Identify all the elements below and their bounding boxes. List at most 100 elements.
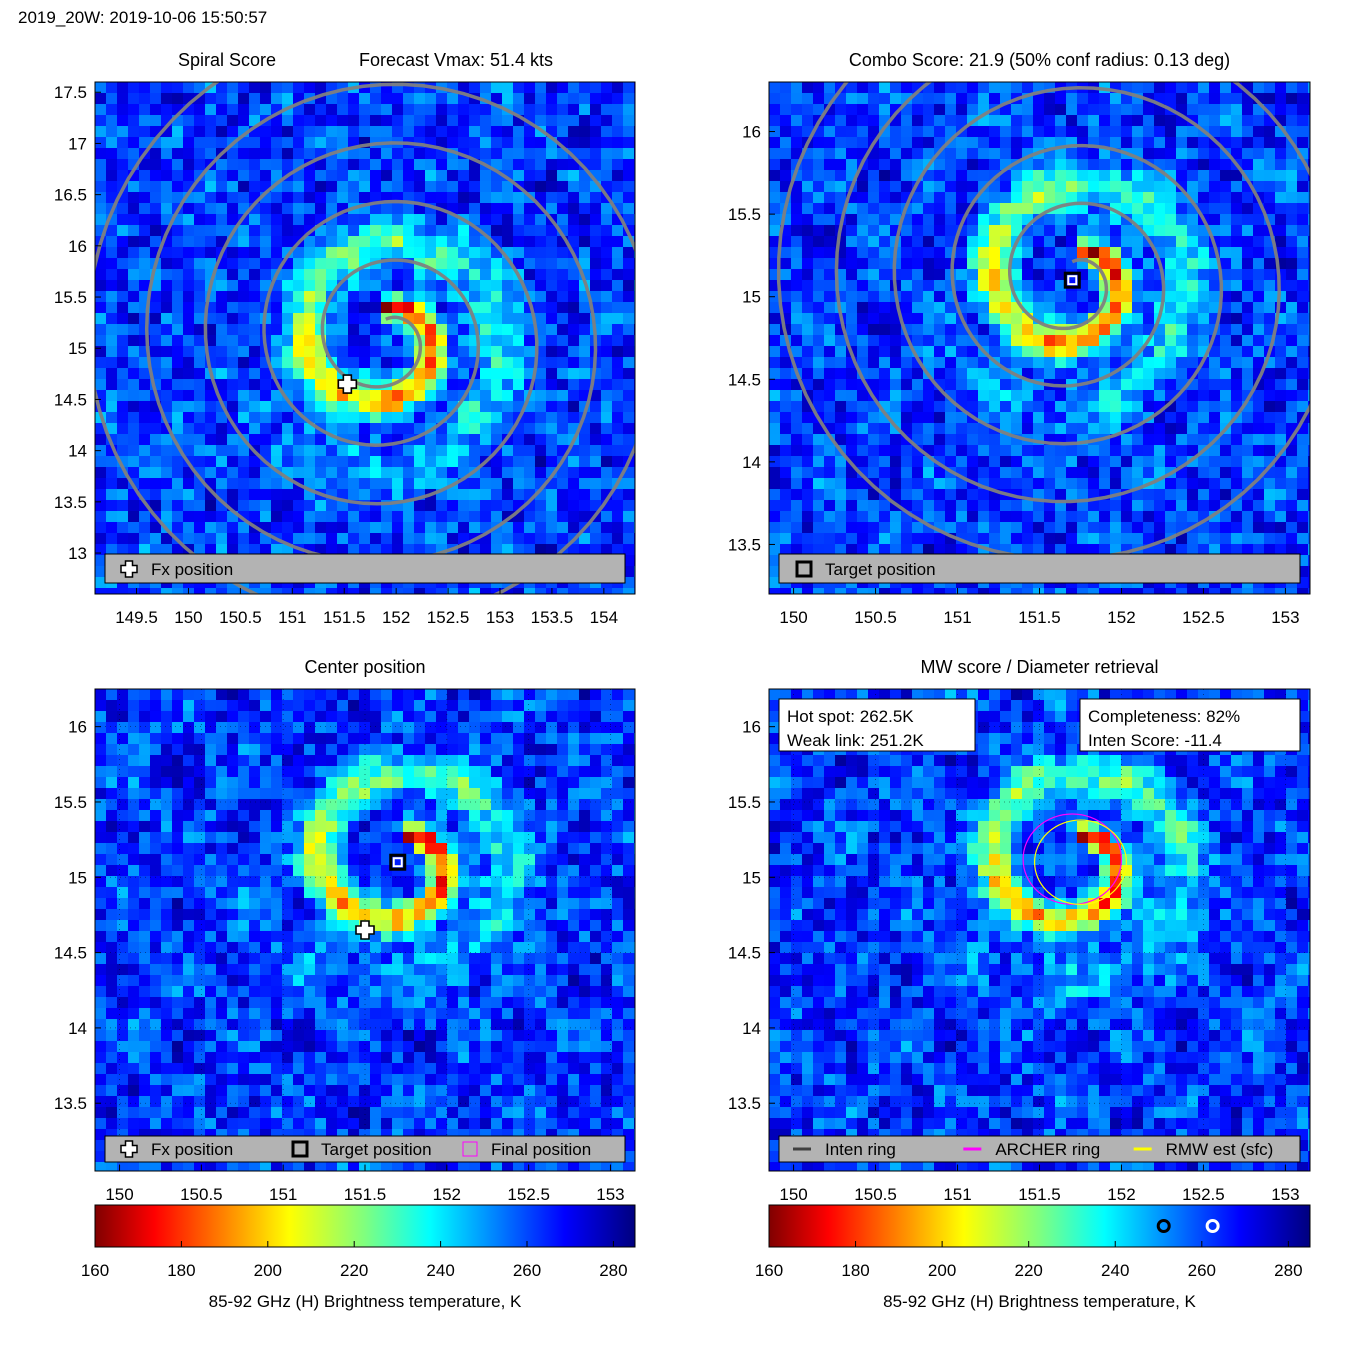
y-tick-label: 16 xyxy=(742,123,761,142)
y-tick-label: 16 xyxy=(742,718,761,737)
info-text: Weak link: 251.2K xyxy=(787,731,924,750)
colorbar-tick-label: 260 xyxy=(1188,1261,1216,1280)
y-tick-label: 16 xyxy=(68,718,87,737)
figure-header: 2019_20W: 2019-10-06 15:50:57 xyxy=(18,8,268,27)
legend-label: Inten ring xyxy=(825,1140,896,1159)
colorbar-marker xyxy=(1156,1219,1171,1233)
x-tick-label: 150.5 xyxy=(180,1185,223,1204)
legend: Fx position xyxy=(104,553,626,584)
x-tick-label: 151.5 xyxy=(344,1185,387,1204)
legend-label: Target position xyxy=(825,560,936,579)
x-tick-label: 151 xyxy=(278,608,306,627)
x-tick-label: 150.5 xyxy=(854,608,897,627)
colorbar-tick-label: 160 xyxy=(755,1261,783,1280)
chart-panel-4: Inten ring ARCHER ring RMW est (sfc) Hot sp… xyxy=(728,657,1311,1204)
legend-label: Fx position xyxy=(151,1140,233,1159)
chart-title: Combo Score: 21.9 (50% conf radius: 0.13… xyxy=(849,50,1230,70)
legend-square-icon xyxy=(291,1140,309,1158)
y-tick-label: 15.5 xyxy=(728,205,761,224)
colorbar-gradient xyxy=(768,1204,1311,1248)
grid xyxy=(769,689,1310,1171)
x-tick-label: 150 xyxy=(174,608,202,627)
y-tick-label: 13 xyxy=(68,544,87,563)
y-tick-label: 15.5 xyxy=(728,793,761,812)
colorbar-tick-label: 200 xyxy=(928,1261,956,1280)
info-box-right: Completeness: 82% Inten Score: -11.4 xyxy=(1079,698,1301,752)
colorbar-1: 160 180 200 220 240 260 280 85-92 GHz (H) Brigh… xyxy=(81,1204,636,1311)
x-tick-label: 152.5 xyxy=(507,1185,550,1204)
y-tick-label: 14 xyxy=(742,1019,761,1038)
axes-frame xyxy=(94,81,636,595)
info-text: Inten Score: -11.4 xyxy=(1088,731,1222,750)
colorbar-tick-label: 160 xyxy=(81,1261,109,1280)
chart-panel-2: Target position 150 150.5 151 151.5 152 152.5 1… xyxy=(728,50,1311,627)
contour-line xyxy=(95,82,635,594)
colorbar-marker xyxy=(1205,1219,1220,1233)
legend-box xyxy=(104,553,626,584)
colorbar-tick-label: 200 xyxy=(254,1261,282,1280)
y-tick-label: 15.5 xyxy=(54,793,87,812)
legend-label: Fx position xyxy=(151,560,233,579)
y-tick-label: 14.5 xyxy=(54,390,87,409)
x-tick-label: 153.5 xyxy=(531,608,574,627)
x-tick-label: 154 xyxy=(590,608,618,627)
archer-ring xyxy=(1022,813,1123,905)
x-tick-label: 151.5 xyxy=(323,608,366,627)
x-tick-label: 152.5 xyxy=(1182,1185,1225,1204)
y-tick-label: 15 xyxy=(68,339,87,358)
y-tick-label: 15 xyxy=(68,868,87,887)
colorbar-tick-label: 180 xyxy=(167,1261,195,1280)
y-tick-label: 14 xyxy=(68,1019,87,1038)
colorbar-tick-label: 180 xyxy=(841,1261,869,1280)
x-tick-label: 153 xyxy=(1271,608,1299,627)
y-tick-label: 14 xyxy=(742,453,761,472)
y-tick-label: 16 xyxy=(68,237,87,256)
x-tick-label: 152 xyxy=(1107,608,1135,627)
y-tick-label: 13.5 xyxy=(54,493,87,512)
x-tick-label: 153 xyxy=(1271,1185,1299,1204)
colorbar-tick-label: 220 xyxy=(340,1261,368,1280)
legend-square-icon xyxy=(462,1141,478,1157)
legend-plus-icon xyxy=(120,560,138,578)
target-position-marker xyxy=(389,853,407,871)
fx-position-marker xyxy=(355,920,375,940)
y-tick-label: 15 xyxy=(742,868,761,887)
x-tick-label: 150 xyxy=(105,1185,133,1204)
legend-label: ARCHER ring xyxy=(995,1140,1100,1159)
x-tick-label: 151.5 xyxy=(1018,608,1061,627)
x-tick-label: 152.5 xyxy=(427,608,470,627)
legend-square-icon xyxy=(795,560,813,578)
legend: Target position xyxy=(778,553,1301,584)
colorbar-tick-label: 280 xyxy=(1274,1261,1302,1280)
x-tick-label: 150.5 xyxy=(854,1185,897,1204)
legend-box xyxy=(778,1135,1301,1163)
x-tick-label: 152 xyxy=(433,1185,461,1204)
x-tick-label: 153 xyxy=(486,608,514,627)
legend-label: Final position xyxy=(491,1140,591,1159)
x-tick-label: 151 xyxy=(943,608,971,627)
chart-panel-1: Fx position 149.5 150 150.5 151 151.5 152 152.5… xyxy=(54,50,636,627)
y-tick-label: 15.5 xyxy=(54,288,87,307)
y-tick-label: 14.5 xyxy=(728,944,761,963)
info-text: Hot spot: 262.5K xyxy=(787,707,914,726)
colorbar-tick-label: 280 xyxy=(599,1261,627,1280)
x-tick-label: 150 xyxy=(779,608,807,627)
legend-box xyxy=(778,553,1301,584)
x-tick-label: 152 xyxy=(1107,1185,1135,1204)
heatmap xyxy=(95,82,635,594)
colorbar-label: 85-92 GHz (H) Brightness temperature, K xyxy=(209,1292,522,1311)
y-tick-label: 14.5 xyxy=(728,370,761,389)
y-tick-label: 15 xyxy=(742,288,761,307)
x-tick-label: 149.5 xyxy=(115,608,158,627)
fx-position-marker xyxy=(337,374,358,394)
x-tick-label: 151 xyxy=(943,1185,971,1204)
colorbar-tick-label: 240 xyxy=(426,1261,454,1280)
x-tick-label: 150.5 xyxy=(219,608,262,627)
x-tick-label: 150 xyxy=(779,1185,807,1204)
y-tick-label: 16.5 xyxy=(54,186,87,205)
colorbar-gradient xyxy=(94,1204,636,1248)
colorbar-tick-label: 220 xyxy=(1014,1261,1042,1280)
heatmap xyxy=(769,689,1310,1171)
info-text: Completeness: 82% xyxy=(1088,707,1240,726)
